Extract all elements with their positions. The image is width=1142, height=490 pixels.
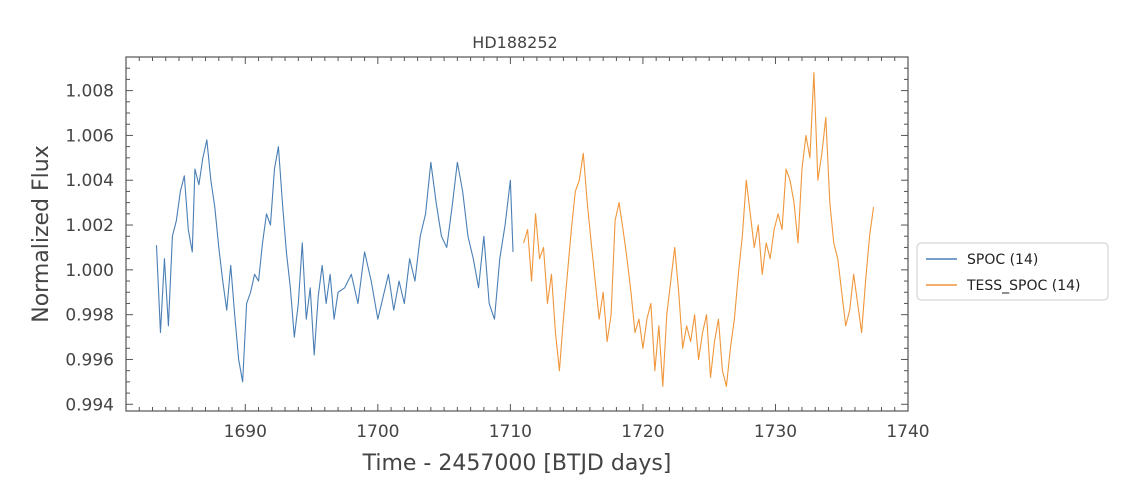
plot-frame [125,56,909,412]
y-tick-label: 1.002 [65,216,114,236]
series-line-tess-spoc [523,72,875,387]
legend-box [916,242,1109,301]
y-tick-label: 1.004 [65,171,114,191]
y-axis: 0.994 0.996 0.998 1.000 1.002 1.004 1.006 1.008 [65,56,908,415]
y-tick-label: 0.994 [65,395,114,415]
x-tick-label: 1740 [886,422,929,442]
x-tick-label: 1710 [489,422,532,442]
x-tick-label: 1720 [621,422,664,442]
y-tick-label: 1.008 [65,82,114,102]
series-layer [155,72,875,387]
x-tick-label: 1700 [356,422,399,442]
y-tick-label: 0.996 [65,350,114,370]
legend-label-tess-spoc: TESS_SPOC (14) [966,278,1080,294]
x-axis-title: Time - 2457000 [BTJD days] [362,451,672,476]
y-tick-label: 1.006 [65,126,114,146]
y-tick-label: 0.998 [65,306,114,326]
x-tick-label: 1690 [224,422,267,442]
legend: SPOC (14) TESS_SPOC (14) [916,242,1109,301]
y-axis-title: Normalized Flux [29,145,54,322]
y-tick-label: 1.000 [65,261,114,281]
chart-title: HD188252 [472,33,557,52]
x-tick-label: 1730 [754,422,797,442]
legend-label-spoc: SPOC (14) [967,252,1038,268]
series-line-spoc [155,139,514,383]
x-axis: 1690 1700 1710 1720 1730 1740 [125,57,930,442]
